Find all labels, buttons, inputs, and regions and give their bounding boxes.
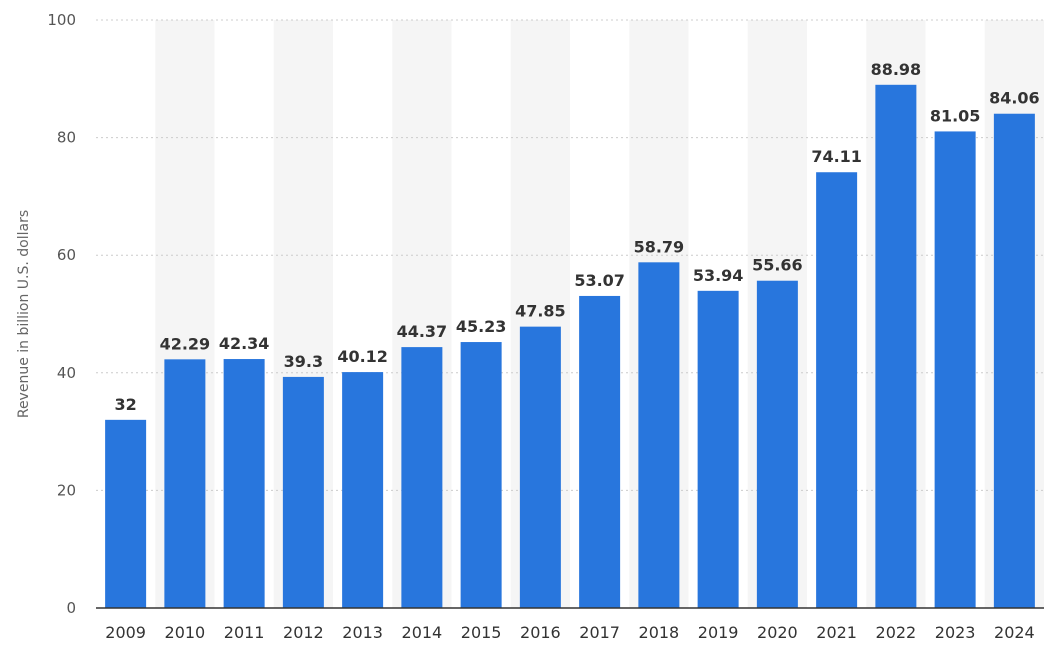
data-label: 42.34 (219, 334, 270, 353)
data-label: 81.05 (930, 106, 981, 125)
y-axis-title: Revenue in billion U.S. dollars (16, 210, 32, 418)
x-axis-ticks: 2009 2010 2011 2012 2013 2014 2015 2016 2017 2018… (105, 623, 1034, 642)
y-axis-ticks: 0 20 40 60 80 100 (47, 11, 76, 617)
bar (282, 376, 324, 608)
bars (105, 84, 1035, 608)
data-label: 32 (114, 395, 136, 414)
data-label: 84.06 (989, 89, 1040, 108)
data-label: 45.23 (456, 317, 507, 336)
bar (105, 419, 147, 608)
data-label: 74.11 (811, 147, 862, 166)
data-label: 53.07 (574, 271, 625, 290)
bar (934, 131, 976, 608)
x-tick-label: 2015 (461, 623, 502, 642)
bar (519, 326, 561, 608)
bar (875, 84, 917, 608)
y-tick-label: 100 (47, 11, 76, 29)
data-label: 53.94 (693, 266, 744, 285)
x-tick-label: 2019 (698, 623, 739, 642)
x-tick-label: 2020 (757, 623, 798, 642)
bar (223, 359, 265, 608)
x-tick-label: 2016 (520, 623, 561, 642)
bar (342, 372, 384, 608)
bar (460, 342, 502, 608)
y-tick-label: 80 (57, 129, 76, 147)
y-tick-label: 60 (57, 246, 76, 264)
bar (816, 172, 858, 608)
data-label: 40.12 (337, 347, 388, 366)
bar (401, 347, 443, 608)
x-tick-label: 2023 (935, 623, 976, 642)
data-labels: 32 42.29 42.34 39.3 40.12 44.37 45.23 47.85 53.0… (114, 60, 1039, 414)
x-tick-label: 2022 (876, 623, 917, 642)
y-tick-label: 0 (66, 599, 76, 617)
data-label: 88.98 (871, 60, 922, 79)
data-label: 58.79 (634, 237, 685, 256)
data-label: 42.29 (160, 334, 211, 353)
x-tick-label: 2017 (579, 623, 620, 642)
data-label: 44.37 (397, 322, 448, 341)
x-tick-label: 2012 (283, 623, 324, 642)
x-tick-label: 2013 (342, 623, 383, 642)
data-label: 47.85 (515, 302, 566, 321)
bar (993, 113, 1035, 608)
x-tick-label: 2024 (994, 623, 1035, 642)
x-tick-label: 2010 (165, 623, 206, 642)
data-label: 55.66 (752, 256, 803, 275)
bar (579, 295, 621, 608)
y-tick-label: 40 (57, 364, 76, 382)
data-label: 39.3 (284, 352, 323, 371)
y-tick-label: 20 (57, 481, 76, 499)
bar (164, 359, 206, 608)
x-tick-label: 2014 (402, 623, 443, 642)
x-tick-label: 2018 (639, 623, 680, 642)
x-tick-label: 2009 (105, 623, 146, 642)
bar (638, 262, 680, 608)
bar (756, 280, 798, 608)
bar (697, 290, 739, 608)
x-tick-label: 2021 (816, 623, 857, 642)
x-tick-label: 2011 (224, 623, 265, 642)
